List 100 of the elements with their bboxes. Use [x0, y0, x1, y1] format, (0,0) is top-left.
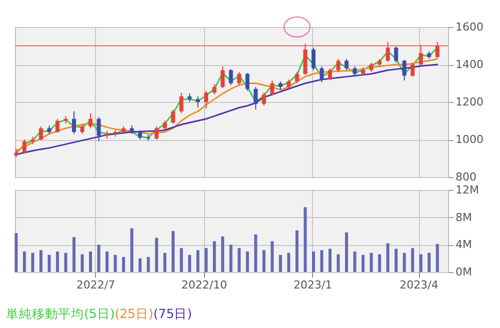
bar	[270, 241, 274, 272]
y-tick-label: 800	[456, 170, 476, 184]
candlestick	[38, 126, 43, 141]
text: (75日)	[153, 306, 192, 321]
bar	[163, 252, 166, 272]
bar	[221, 236, 224, 272]
candlestick	[312, 47, 316, 71]
bar	[287, 252, 290, 272]
bar	[262, 250, 266, 272]
candlestick	[402, 59, 406, 81]
bar	[48, 254, 51, 272]
bar	[229, 244, 232, 272]
bar	[386, 243, 390, 272]
bar	[64, 252, 68, 272]
candlestick	[254, 86, 258, 110]
bar	[411, 248, 414, 272]
bar	[345, 232, 348, 272]
candlestick	[162, 120, 167, 131]
bar	[436, 244, 439, 272]
bar	[370, 252, 373, 272]
y-tick-label: 4M	[456, 238, 472, 252]
bar	[138, 258, 142, 272]
bar	[254, 234, 258, 272]
x-tick-label: 2023/4	[400, 278, 438, 292]
bar	[14, 233, 18, 272]
candlestick	[171, 109, 176, 124]
candlestick	[204, 90, 208, 110]
candlestick	[320, 66, 324, 83]
bar	[312, 252, 315, 272]
bar	[320, 250, 324, 272]
bar	[180, 248, 183, 272]
candlestick	[344, 58, 349, 71]
candlestick	[237, 72, 242, 86]
candlestick	[22, 139, 26, 154]
candlestick	[196, 96, 200, 108]
bar	[89, 252, 92, 272]
bar	[353, 252, 356, 272]
candlestick	[55, 118, 60, 134]
bar	[238, 248, 241, 272]
candlestick	[369, 62, 374, 72]
bar	[246, 252, 249, 272]
candlestick	[138, 130, 142, 140]
bar	[172, 231, 175, 272]
candlestick	[228, 68, 233, 86]
bar	[212, 241, 216, 272]
candlestick	[212, 84, 216, 95]
bar	[106, 252, 109, 272]
y-tick-label: 0M	[456, 266, 472, 278]
candlestick	[336, 58, 340, 72]
bar	[278, 254, 282, 272]
y-tick-label: 1400	[456, 58, 484, 71]
bar	[155, 238, 158, 272]
candlestick	[72, 110, 76, 134]
candlestick	[179, 92, 184, 114]
candlestick	[154, 126, 159, 140]
text: 単純移動平均(5日)	[6, 306, 115, 321]
bar	[402, 252, 406, 272]
candlestick	[435, 42, 440, 58]
bar	[130, 228, 134, 272]
bar	[188, 254, 192, 272]
bar	[114, 254, 117, 272]
y-tick-label: 8M	[456, 210, 472, 224]
candlestick	[352, 66, 357, 78]
bar	[419, 254, 422, 272]
candlestick	[220, 66, 225, 88]
text: (25日)	[114, 306, 154, 321]
bar	[378, 254, 382, 272]
candlestick	[88, 112, 93, 129]
candlestick	[80, 124, 84, 134]
bar	[146, 256, 150, 272]
bar	[22, 252, 26, 272]
y-tick-label: 12M	[456, 184, 479, 196]
candlestick	[394, 46, 398, 64]
candlestick	[328, 68, 332, 81]
bar	[336, 254, 340, 272]
candlestick	[245, 72, 250, 92]
bar	[362, 254, 365, 272]
x-tick-label: 2022/7	[76, 278, 116, 292]
candlestick	[96, 116, 101, 142]
candlestick	[270, 80, 274, 96]
x-tick-label: 2022/10	[181, 278, 228, 292]
bar	[80, 254, 84, 272]
candlestick	[294, 72, 299, 84]
bar	[196, 250, 200, 272]
bar	[428, 252, 431, 272]
candlestick	[418, 44, 423, 66]
bar	[304, 207, 307, 272]
x-tick-label: 2023/1	[293, 278, 332, 292]
y-tick-label: 1600	[456, 20, 484, 34]
bar	[394, 248, 398, 272]
candlestick	[410, 62, 415, 78]
bar	[295, 230, 298, 272]
bar	[72, 237, 76, 272]
bar	[31, 252, 34, 272]
bar	[97, 244, 100, 272]
bar	[204, 248, 208, 272]
bar	[56, 252, 59, 272]
candlestick	[386, 42, 390, 62]
bar	[39, 250, 42, 272]
bar	[122, 256, 126, 272]
